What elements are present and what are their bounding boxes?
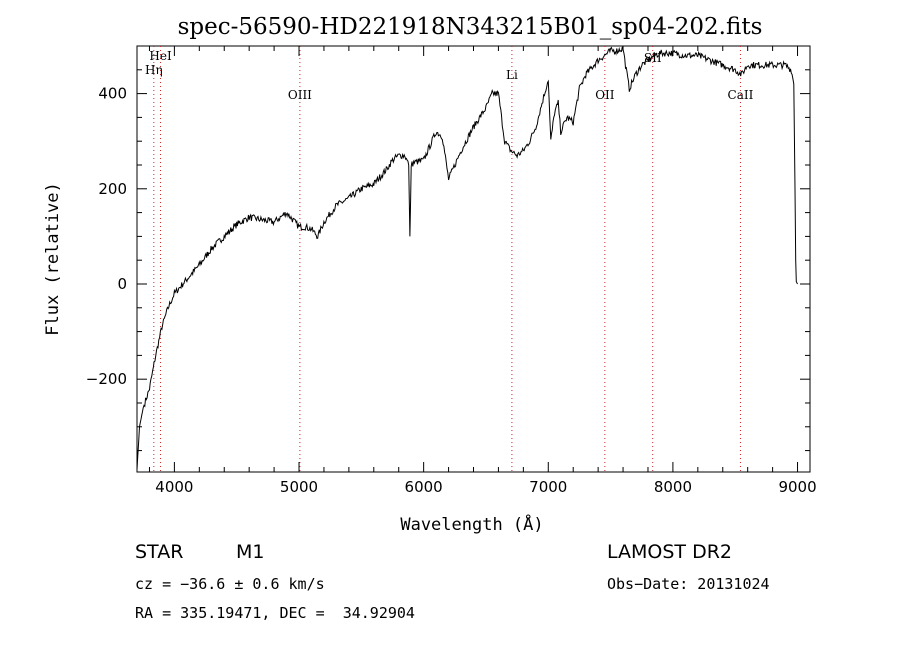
observation-date: Obs−Date: 20131024 — [607, 575, 770, 593]
x-tick-label: 6000 — [405, 478, 443, 496]
y-tick-label: −200 — [86, 370, 127, 388]
y-axis-label: Flux (relative) — [43, 182, 63, 336]
y-tick-label: 200 — [98, 180, 127, 198]
line-marker-label: HeI — [149, 49, 172, 63]
x-axis-label: Wavelength (Å) — [400, 513, 543, 535]
x-tick-label: 9000 — [778, 478, 816, 496]
survey-name: LAMOST DR2 — [607, 541, 732, 563]
x-tick-label: 4000 — [155, 478, 193, 496]
y-tick-label: 400 — [98, 85, 127, 103]
line-marker-label: Li — [506, 68, 518, 82]
plot-frame — [136, 45, 811, 473]
x-tick-label: 8000 — [654, 478, 692, 496]
chart-title: spec-56590-HD221918N343215B01_sp04-202.f… — [178, 14, 763, 40]
line-marker-label: OIII — [288, 88, 312, 102]
redshift-cz: cz = −36.6 ± 0.6 km/s — [135, 575, 325, 593]
spectrum-line — [136, 46, 798, 470]
y-tick-label: 0 — [117, 275, 127, 293]
line-marker-label: Hη — [145, 63, 163, 77]
object-class: STAR — [135, 541, 184, 563]
line-marker-label: CaII — [728, 88, 754, 102]
object-subclass: M1 — [236, 541, 265, 563]
x-tick-label: 5000 — [280, 478, 318, 496]
spectrum-series-layer — [136, 46, 798, 470]
axis-ticks: 4000 5000 6000 7000 8000 9000 −200 0 200 400 — [86, 45, 817, 496]
coordinates: RA = 335.19471, DEC = 34.92904 — [135, 604, 415, 622]
x-tick-label: 7000 — [529, 478, 567, 496]
line-marker-label: OII — [595, 88, 615, 102]
